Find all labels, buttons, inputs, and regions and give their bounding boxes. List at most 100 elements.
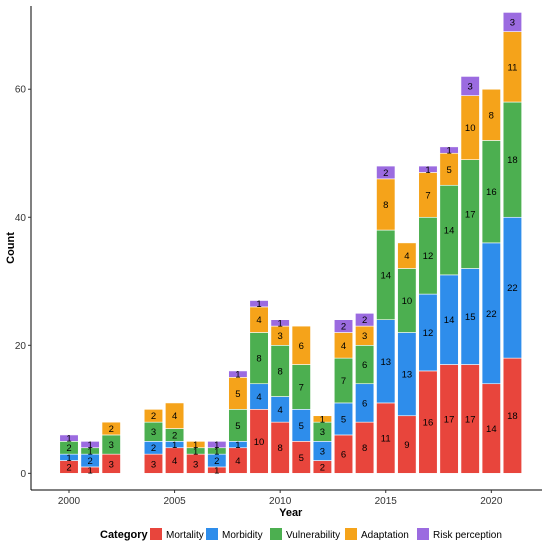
bar-segment [481,88,501,141]
bar-value-label: 5 [341,414,346,425]
bar-value-label: 5 [299,453,304,464]
bar-value-label: 17 [465,414,476,425]
bar-segment [376,165,396,180]
bar-value-label: 2 [362,315,367,326]
bar-value-label: 1 [193,440,198,451]
bar-value-label: 1 [278,318,283,329]
bar-value-label: 1 [87,466,92,477]
bar-value-label: 2 [66,462,71,473]
y-axis-title: Count [5,232,17,264]
bar-segment [397,242,417,269]
bar-value-label: 3 [109,440,114,451]
bar-segment [418,165,438,173]
bar-value-label: 1 [193,446,198,457]
bar-segment [59,434,79,442]
bar-value-label: 1 [320,414,325,425]
bar-value-label: 6 [299,341,304,352]
bar-value-label: 1 [66,453,71,464]
bar-value-label: 4 [256,315,261,326]
bar-value-label: 4 [256,392,261,403]
bar-value-label: 8 [383,200,388,211]
bar-value-label: 4 [172,456,177,467]
bar-value-label: 3 [151,459,156,470]
legend-label: Vulnerability [286,530,340,541]
bar-value-label: 3 [320,446,325,457]
bar-value-label: 16 [486,187,497,198]
bar-value-label: 8 [362,443,367,454]
legend-label: Adaptation [361,530,409,541]
bar-value-label: 3 [510,18,515,29]
bar-value-label: 14 [444,315,455,326]
bar-value-label: 1 [214,466,219,477]
y-tick-label: 40 [15,213,27,224]
bar-value-label: 2 [214,456,219,467]
bar-value-label: 10 [402,296,413,307]
bar-value-label: 8 [256,354,261,365]
bar-value-label: 10 [465,123,476,134]
x-tick-label: 2010 [269,496,292,507]
bar-value-label: 1 [256,299,261,310]
bar-value-label: 1 [87,440,92,451]
bar-value-label: 15 [465,312,476,323]
legend-swatch [345,528,357,540]
x-tick-label: 2005 [163,496,186,507]
bar-segment [143,409,164,423]
bar-value-label: 1 [172,440,177,451]
x-axis-title: Year [279,507,303,519]
bar-segment [355,313,375,327]
bar-value-label: 9 [404,440,409,451]
bar-segment [291,325,311,365]
legend-label: Risk perception [433,530,502,541]
bar-value-label: 8 [489,110,494,121]
bar-segment [502,12,522,32]
bar-segment [165,402,185,429]
legend-label: Mortality [166,530,204,541]
bar-value-label: 1 [235,370,240,381]
bar-value-label: 22 [486,309,497,320]
bar-value-label: 3 [278,331,283,342]
bar-segment [249,300,269,308]
bar-value-label: 1 [87,446,92,457]
y-tick-label: 60 [15,85,27,96]
x-tick-label: 2015 [375,496,398,507]
legend-title: Category [100,529,149,541]
bar-value-label: 2 [383,168,388,179]
bar-value-label: 1 [446,146,451,157]
bar-value-label: 4 [404,251,409,262]
bar-segment [333,319,354,333]
bar-value-label: 3 [193,459,198,470]
x-tick-label: 2000 [58,496,81,507]
bar-value-label: 4 [235,456,240,467]
bar-value-label: 13 [380,357,391,368]
bar-value-label: 18 [507,411,518,422]
bar-value-label: 14 [444,226,455,237]
bar-value-label: 2 [151,411,156,422]
bar-value-label: 13 [402,370,413,381]
x-tick-label: 2020 [480,496,503,507]
bar-segment [312,415,332,423]
bar-value-label: 11 [508,62,518,73]
bar-value-label: 22 [507,283,518,294]
bar-value-label: 5 [235,389,240,400]
bar-value-label: 8 [278,443,283,454]
bar-value-label: 4 [278,405,283,416]
bar-segment [207,441,227,449]
legend-swatch [417,528,429,540]
bar-value-label: 4 [172,411,177,422]
bar-value-label: 3 [109,459,114,470]
bar-value-label: 2 [341,322,346,333]
bar-value-label: 2 [87,456,92,467]
bar-value-label: 3 [151,427,156,438]
bar-value-label: 10 [254,437,265,448]
bar-value-label: 5 [446,165,451,176]
bar-value-label: 7 [299,382,304,393]
bar-value-label: 11 [381,434,391,445]
bar-value-label: 7 [425,190,430,201]
bar-value-label: 14 [486,424,497,435]
bar-value-label: 18 [507,155,518,166]
bar-value-label: 1 [235,440,240,451]
bar-segment [228,370,248,378]
bar-value-label: 2 [66,443,71,454]
bar-value-label: 17 [465,210,476,221]
